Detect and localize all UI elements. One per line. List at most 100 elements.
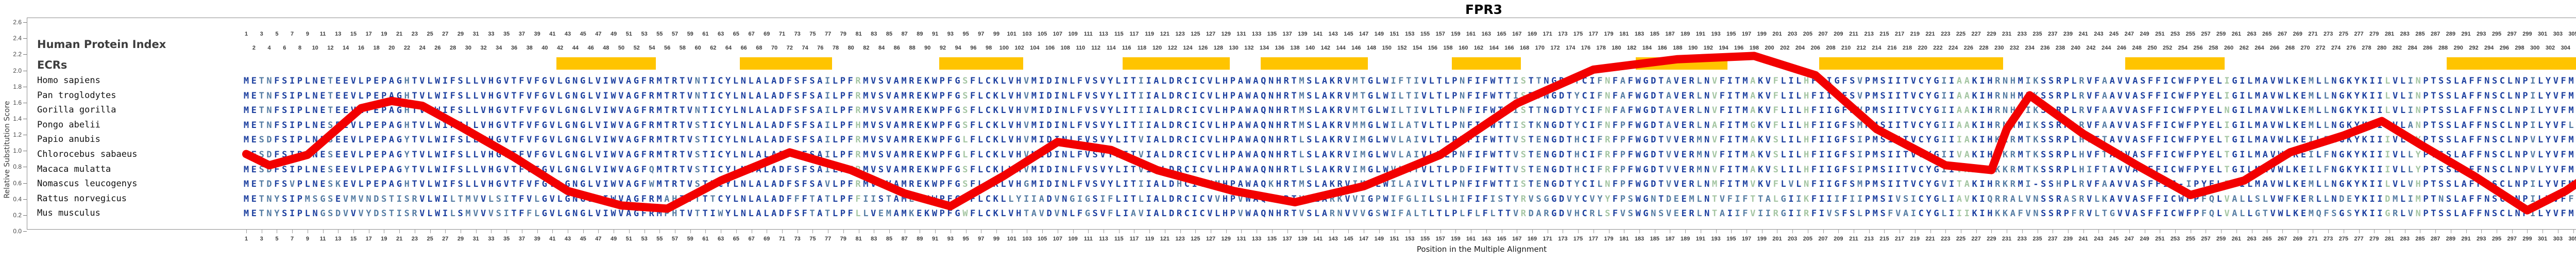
top-position-number: 22 <box>403 45 411 51</box>
bottom-position-number: 83 <box>871 236 877 242</box>
top-position-number: 185 <box>1650 31 1659 37</box>
top-position-number: 45 <box>580 31 586 37</box>
bottom-position-number: 269 <box>2293 236 2302 242</box>
top-position-number: 121 <box>1160 31 1170 37</box>
bottom-position-number: 187 <box>1665 236 1675 242</box>
bottom-position-number: 305 <box>2568 236 2576 242</box>
x-tick <box>1088 229 1089 233</box>
bottom-position-number: 205 <box>1803 236 1812 242</box>
x-tick <box>1884 229 1885 233</box>
top-position-number: 201 <box>1772 31 1782 37</box>
top-position-number: 139 <box>1298 31 1308 37</box>
x-tick <box>1716 229 1717 233</box>
top-position-number: 165 <box>1497 31 1506 37</box>
bottom-position-number: 55 <box>656 236 663 242</box>
top-position-number: 18 <box>373 45 380 51</box>
top-position-number: 134 <box>1259 45 1269 51</box>
bottom-position-number: 195 <box>1726 236 1736 242</box>
bottom-position-number: 209 <box>1834 236 1843 242</box>
species-label: Papio anubis <box>37 134 100 145</box>
species-label: Pongo abelii <box>37 119 100 130</box>
x-tick <box>1731 229 1732 233</box>
top-position-number: 303 <box>2553 31 2563 37</box>
top-position-number: 102 <box>1014 45 1024 51</box>
top-position-number: 136 <box>1275 45 1284 51</box>
top-position-number: 170 <box>1535 45 1545 51</box>
ecrs-label: ECRs <box>37 59 67 71</box>
bottom-position-number: 159 <box>1451 236 1461 242</box>
top-position-number: 203 <box>1787 31 1798 37</box>
top-position-number: 31 <box>472 31 479 37</box>
top-position-number: 285 <box>2415 31 2425 37</box>
top-position-number: 196 <box>1734 45 1744 51</box>
species-label: Pan troglodytes <box>37 90 116 101</box>
top-position-number: 172 <box>1550 45 1560 51</box>
top-position-number: 32 <box>480 45 487 51</box>
x-tick <box>1425 229 1426 233</box>
x-tick <box>1348 229 1349 233</box>
top-position-number: 283 <box>2400 31 2410 37</box>
x-tick <box>1792 229 1793 233</box>
bottom-position-number: 51 <box>625 236 632 242</box>
top-position-number: 243 <box>2094 31 2104 37</box>
top-position-number: 30 <box>465 45 472 51</box>
top-position-number: 2 <box>252 45 256 51</box>
x-tick <box>598 229 599 233</box>
top-position-number: 49 <box>610 31 617 37</box>
top-position-number: 68 <box>756 45 762 51</box>
top-position-number: 227 <box>1971 31 1981 37</box>
ecr-bar <box>1123 57 1230 70</box>
top-position-number: 145 <box>1344 31 1353 37</box>
top-position-number: 122 <box>1167 45 1177 51</box>
species-label: Homo sapiens <box>37 75 100 86</box>
top-position-number: 91 <box>931 31 939 37</box>
x-tick <box>1333 229 1334 233</box>
ecr-bar <box>1819 57 2003 70</box>
bottom-position-number: 145 <box>1344 236 1353 242</box>
top-position-number: 74 <box>802 45 808 51</box>
top-position-number: 261 <box>2231 31 2241 37</box>
ecr-bar <box>1260 57 1368 70</box>
bottom-position-number: 251 <box>2155 236 2165 242</box>
top-position-number: 169 <box>1527 31 1537 37</box>
top-position-number: 234 <box>2025 45 2035 51</box>
top-position-number: 132 <box>1244 45 1254 51</box>
bottom-position-number: 35 <box>503 236 510 242</box>
bottom-position-number: 267 <box>2277 236 2287 242</box>
x-tick <box>659 229 660 233</box>
top-position-number: 82 <box>863 45 870 51</box>
top-position-number: 150 <box>1382 45 1392 51</box>
x-tick <box>1532 229 1533 233</box>
top-position-number: 284 <box>2408 45 2417 51</box>
top-position-number: 287 <box>2430 31 2441 37</box>
top-position-number: 277 <box>2354 31 2364 37</box>
x-tick <box>782 229 783 233</box>
top-position-number: 215 <box>1879 31 1889 37</box>
bottom-position-number: 77 <box>824 236 832 242</box>
bottom-position-number: 67 <box>748 236 755 242</box>
top-position-number: 236 <box>2040 45 2050 51</box>
top-position-number: 281 <box>2384 31 2395 37</box>
bottom-position-number: 223 <box>1941 236 1951 242</box>
top-position-number: 9 <box>306 31 309 37</box>
x-tick <box>2083 229 2084 233</box>
top-position-number: 289 <box>2446 31 2455 37</box>
bottom-position-number: 31 <box>472 236 479 242</box>
x-tick <box>935 229 936 233</box>
top-position-number: 157 <box>1435 31 1445 37</box>
top-position-number: 226 <box>1963 45 1973 51</box>
x-tick <box>812 229 814 233</box>
bottom-position-number: 175 <box>1573 236 1583 242</box>
top-position-number: 54 <box>649 45 655 51</box>
top-position-number: 247 <box>2124 31 2134 37</box>
top-position-number: 268 <box>2285 45 2295 51</box>
top-position-number: 205 <box>1803 31 1812 37</box>
top-position-number: 262 <box>2239 45 2249 51</box>
bottom-position-number: 149 <box>1374 236 1384 242</box>
bottom-position-number: 201 <box>1772 236 1782 242</box>
human-protein-index-label: Human Protein Index <box>37 38 166 51</box>
bottom-position-number: 137 <box>1282 236 1292 242</box>
